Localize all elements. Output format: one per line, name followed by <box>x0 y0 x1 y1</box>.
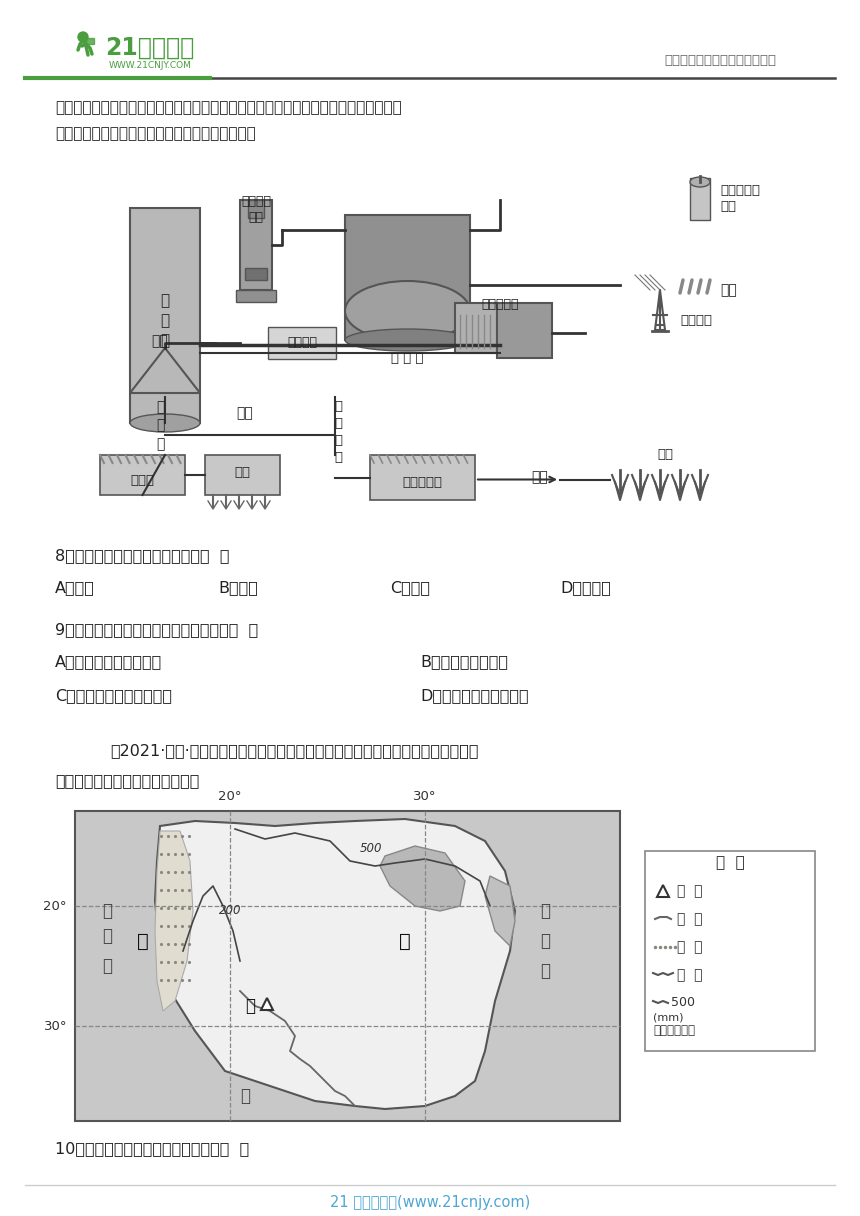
Polygon shape <box>155 831 193 1010</box>
Text: 年等降水量线: 年等降水量线 <box>653 1024 695 1036</box>
Text: 200: 200 <box>218 905 242 918</box>
Text: 甲: 甲 <box>137 931 149 951</box>
Text: （2021·浙江·统考高考真题）石棉主要形成于原有岩石与侵入岩的接触带。下图为: （2021·浙江·统考高考真题）石棉主要形成于原有岩石与侵入岩的接触带。下图为 <box>110 743 478 758</box>
Text: 度: 度 <box>540 931 550 950</box>
Text: 中小学教育资源及组卷应用平台: 中小学教育资源及组卷应用平台 <box>664 54 776 67</box>
Text: 21世纪教育: 21世纪教育 <box>106 36 194 60</box>
Text: 500: 500 <box>671 996 695 1008</box>
Text: 肥料: 肥料 <box>531 471 549 484</box>
Text: 乙: 乙 <box>245 997 255 1015</box>
Text: A．减少土壤有机碳含量: A．减少土壤有机碳含量 <box>55 654 163 669</box>
Bar <box>497 303 552 358</box>
Bar <box>240 199 272 289</box>
Ellipse shape <box>690 178 710 187</box>
Text: 肥料。下图为该项目实施示意图。完成下面小题。: 肥料。下图为该项目实施示意图。完成下面小题。 <box>55 126 255 141</box>
Bar <box>236 289 276 302</box>
Text: 洋: 洋 <box>540 962 550 980</box>
Bar <box>645 851 815 1051</box>
Text: 脱水脱硫
处理: 脱水脱硫 处理 <box>241 195 271 224</box>
Text: 洋: 洋 <box>102 957 112 975</box>
Text: 9．处理后的沼渣、沼液施用于农田，会（  ）: 9．处理后的沼渣、沼液施用于农田，会（ ） <box>55 623 258 637</box>
Bar <box>455 303 497 353</box>
Text: 并网送电: 并网送电 <box>680 314 712 327</box>
Text: 沙  漠: 沙 漠 <box>677 940 703 955</box>
Text: 丙: 丙 <box>399 931 411 951</box>
Text: C．改变土壤养分循环状况: C．改变土壤养分循环状况 <box>55 688 172 703</box>
Text: 水  域: 水 域 <box>677 912 703 927</box>
Text: (mm): (mm) <box>653 1012 684 1021</box>
Ellipse shape <box>345 330 470 351</box>
Text: 石  棉: 石 棉 <box>677 884 703 897</box>
Bar <box>370 455 475 500</box>
Text: 20°: 20° <box>218 790 242 803</box>
Polygon shape <box>380 846 465 911</box>
Text: 大: 大 <box>102 902 112 921</box>
Text: 农田: 农田 <box>657 449 673 462</box>
Text: D．降低土壤微生物活性: D．降低土壤微生物活性 <box>420 688 529 703</box>
Text: 西: 西 <box>102 927 112 945</box>
Bar <box>248 199 264 218</box>
Bar <box>100 455 185 495</box>
Text: B．交通: B．交通 <box>218 580 258 595</box>
Text: C．市场: C．市场 <box>390 580 430 595</box>
Text: 余热利用: 余热利用 <box>287 337 317 349</box>
Bar <box>245 268 267 280</box>
Text: 提纯、压缩: 提纯、压缩 <box>720 184 760 197</box>
Ellipse shape <box>130 413 200 432</box>
Polygon shape <box>155 820 515 1109</box>
Text: 内燃发电机组进行发电，是生物质天然气利用的重要方式，既可发电还为农田提供优质: 内燃发电机组进行发电，是生物质天然气利用的重要方式，既可发电还为农田提供优质 <box>55 100 402 116</box>
Circle shape <box>78 32 88 43</box>
Text: 沼气发电机: 沼气发电机 <box>482 298 519 311</box>
Text: 河  流: 河 流 <box>677 968 703 983</box>
Text: 10．与丙地相比，形成甲地风化壳的（  ）: 10．与丙地相比，形成甲地风化壳的（ ） <box>55 1141 249 1156</box>
Text: 30°: 30° <box>44 1019 67 1032</box>
Text: 沼气: 沼气 <box>151 334 169 348</box>
Polygon shape <box>130 348 200 393</box>
Text: A．原料: A．原料 <box>55 580 95 595</box>
Text: 沼
渣
沼
液: 沼 渣 沼 液 <box>334 400 342 465</box>
Text: 无害化处理: 无害化处理 <box>402 475 443 489</box>
Text: 废
弃
物: 废 弃 物 <box>156 400 164 451</box>
Polygon shape <box>485 876 515 946</box>
Text: 发
酵
罐: 发 酵 罐 <box>161 293 169 348</box>
Bar <box>130 208 200 423</box>
Bar <box>345 215 470 340</box>
Text: 8．影响该项目布局的主导因素是（  ）: 8．影响该项目布局的主导因素是（ ） <box>55 548 230 563</box>
Ellipse shape <box>345 281 470 340</box>
Text: 农田: 农田 <box>235 467 250 479</box>
Text: 储 气 罐: 储 气 罐 <box>391 351 424 365</box>
Text: 21 世纪教育网(www.21cnjy.com): 21 世纪教育网(www.21cnjy.com) <box>330 1195 530 1210</box>
Bar <box>205 455 280 495</box>
Text: 民用: 民用 <box>720 283 737 297</box>
Text: 20°: 20° <box>44 900 67 912</box>
Text: 养殖场: 养殖场 <box>131 473 155 486</box>
Text: WWW.21CNJY.COM: WWW.21CNJY.COM <box>108 61 192 69</box>
Text: 图  例: 图 例 <box>716 856 745 871</box>
Bar <box>268 327 336 359</box>
Text: 秸秆: 秸秆 <box>237 406 254 420</box>
Text: D．劳动力: D．劳动力 <box>560 580 611 595</box>
Bar <box>690 178 710 220</box>
Text: 印: 印 <box>540 902 550 921</box>
Text: 500: 500 <box>359 843 382 856</box>
Text: 沼气
发电机: 沼气 发电机 <box>513 368 533 398</box>
Text: 南部非洲局部图。完成下面小题。: 南部非洲局部图。完成下面小题。 <box>55 773 200 788</box>
Bar <box>75 811 620 1121</box>
Polygon shape <box>86 38 94 44</box>
Text: B．减弱土壤通气性: B．减弱土壤通气性 <box>420 654 508 669</box>
Text: 罐装: 罐装 <box>720 201 736 214</box>
Text: 洋: 洋 <box>240 1087 250 1105</box>
Text: 30°: 30° <box>414 790 437 803</box>
